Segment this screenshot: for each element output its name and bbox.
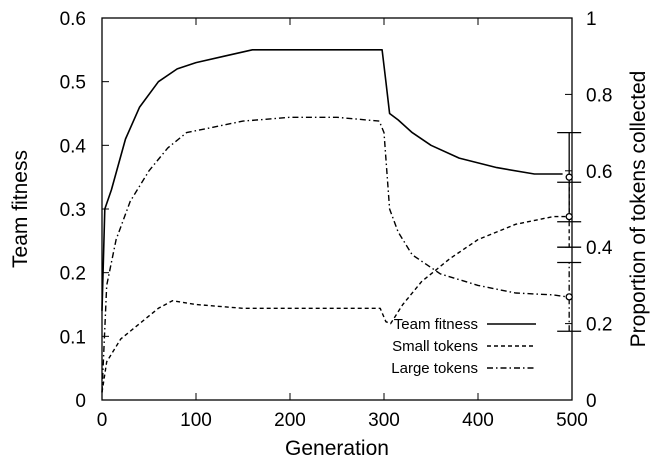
y2-tick-label: 1: [586, 9, 597, 30]
y-tick-label: 0.4: [60, 136, 87, 157]
y2-tick-labels: 0 0.2 0.4 0.6 0.8 1: [586, 9, 613, 412]
x-tick-label: 500: [556, 410, 588, 431]
series-layer: [101, 48, 568, 393]
error-bar-large-tokens-marker: [565, 293, 573, 301]
y2-tick-label: 0: [586, 391, 597, 412]
legend-label-team-fitness: Team fitness: [394, 316, 478, 333]
y-tick-label: 0.3: [60, 200, 86, 221]
x-tick-label: 0: [97, 410, 108, 431]
series-line-large-tokens: [101, 116, 568, 393]
y2-tick-label: 0.8: [586, 85, 612, 106]
y2-tick-label: 0.6: [586, 162, 612, 183]
legend: Team fitness Small tokens Large tokens: [391, 316, 536, 377]
error-bar-small-tokens: [557, 181, 582, 248]
y2-tick-label: 0.4: [586, 238, 613, 259]
plot-frame: [101, 17, 573, 401]
series-line-small-tokens: [101, 215, 568, 393]
y-tick-label: 0.1: [60, 327, 86, 348]
x-axis-title: Generation: [285, 437, 389, 460]
y-tick-label: 0: [75, 391, 86, 412]
legend-label-large-tokens: Large tokens: [391, 360, 478, 377]
y-tick-label: 0.2: [60, 264, 86, 285]
error-bar-team-fitness: [557, 131, 582, 223]
error-bar-small-tokens-marker: [565, 212, 573, 221]
x-tick-label: 200: [274, 410, 306, 431]
x-tick-label: 400: [462, 410, 494, 431]
x-tick-label: 100: [180, 410, 212, 431]
y-axis-title: Team fitness: [9, 150, 32, 268]
axis-ticks: [101, 17, 573, 401]
series-line-team-fitness: [101, 48, 563, 311]
error-bars: [557, 131, 582, 332]
x-tick-label: 300: [368, 410, 400, 431]
y-tick-labels: 0 0.1 0.2 0.3 0.4 0.5 0.6: [60, 9, 87, 412]
y-tick-label: 0.5: [60, 73, 86, 94]
y-tick-label: 0.6: [60, 9, 86, 30]
error-bar-team-fitness-marker: [565, 173, 573, 181]
legend-label-small-tokens: Small tokens: [392, 338, 478, 355]
x-tick-labels: 0 100 200 300 400 500: [97, 410, 588, 431]
error-bar-large-tokens: [557, 261, 582, 332]
y2-axis-title: Proportion of tokens collected: [627, 71, 650, 348]
y2-tick-label: 0.2: [586, 315, 612, 336]
